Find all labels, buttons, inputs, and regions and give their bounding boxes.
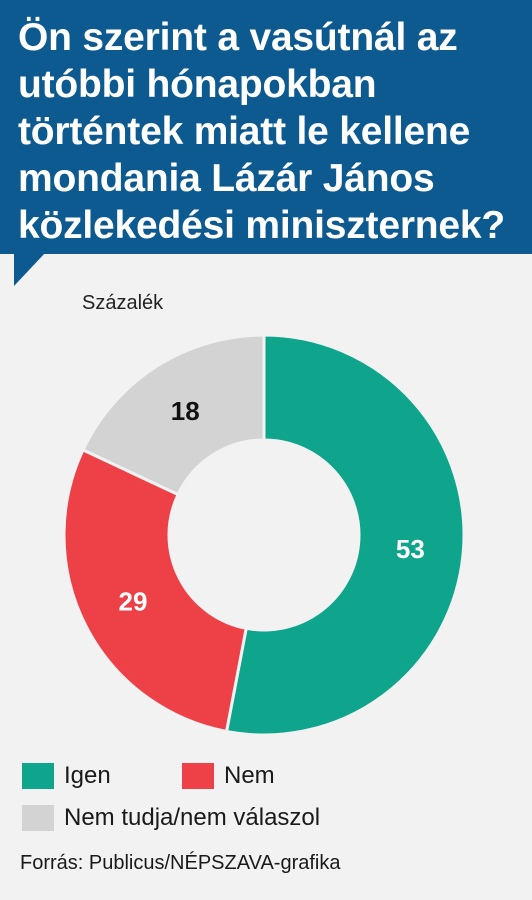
legend-swatch-igen [22,763,54,789]
header-banner [0,0,532,254]
legend-swatch-nem-tudja [22,805,54,831]
slice-value-label-0: 53 [396,534,425,564]
unit-label: Százalék [82,292,164,314]
slice-value-label-2: 18 [171,396,200,426]
donut-chart: 53 29 18 [62,333,466,737]
legend-item-nem-tudja: Nem tudja/nem válaszol [22,804,320,832]
legend-label-igen: Igen [64,762,111,789]
donut-slice-0 [224,333,466,737]
header-pointer [14,252,46,286]
legend-label-nem-tudja: Nem tudja/nem válaszol [64,804,321,831]
legend-swatch-nem [182,763,214,789]
legend-item-igen: Igen [22,762,111,790]
donut-slice-2 [81,333,266,497]
chart-title: Ön szerint a vasútnál az utóbbi hónapokb… [18,16,506,247]
donut-slice-1 [62,447,248,734]
source-note: Forrás: Publicus/NÉPSZAVA-grafika [20,852,341,874]
slice-value-label-1: 29 [119,587,148,617]
legend-item-nem: Nem [182,762,275,790]
legend-label-nem: Nem [224,762,275,789]
